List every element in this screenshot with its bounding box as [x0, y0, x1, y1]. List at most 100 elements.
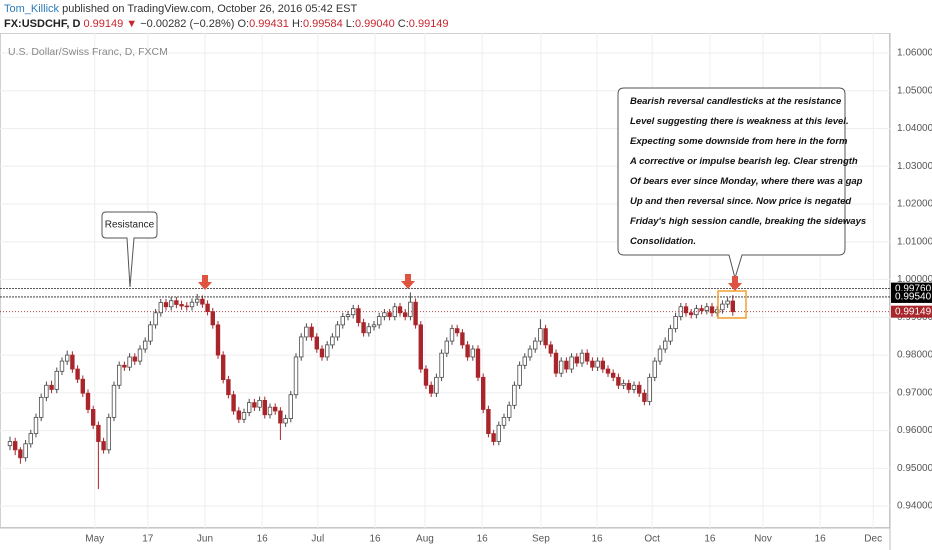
x-tick-label: May: [85, 534, 104, 545]
candle-body: [236, 410, 241, 420]
candle-body: [600, 360, 605, 370]
x-tick-label: Nov: [754, 534, 772, 545]
arrow: [198, 275, 212, 290]
candle-body: [673, 316, 678, 330]
candle-body: [558, 360, 564, 374]
x-tick-label: 16: [477, 534, 489, 545]
highlight-box: [717, 290, 747, 319]
candle-body: [127, 356, 132, 368]
candle-body: [720, 303, 725, 311]
candle-body: [715, 309, 720, 314]
callout-box: [101, 211, 158, 288]
candle-body: [174, 300, 179, 305]
candle-body: [418, 324, 423, 370]
candle-body: [90, 409, 96, 426]
candle-body: [12, 441, 18, 451]
candle-body: [283, 418, 288, 424]
y-tick-label: 0.97000: [897, 387, 932, 398]
candle-body: [678, 306, 683, 317]
candle-body: [496, 424, 501, 442]
last-price-label: 0.99149: [895, 306, 932, 317]
header: Tom_Killick published on TradingView.com…: [0, 0, 932, 33]
candle-body: [382, 312, 387, 317]
candle-body: [506, 404, 512, 418]
x-tick-label: 16: [257, 534, 269, 545]
candle-body: [683, 306, 689, 314]
candle-body: [595, 360, 600, 368]
candle-body: [38, 396, 44, 418]
analysis-line: A corrective or impulse bearish leg. Cle…: [629, 156, 858, 167]
x-tick-label: Sep: [532, 534, 550, 545]
close: 0.99149: [408, 18, 449, 30]
candle-body: [7, 441, 13, 447]
candle-body: [668, 328, 673, 342]
candle-body: [642, 392, 647, 402]
analysis-callout: Bearish reversal candlesticks at the res…: [617, 87, 866, 280]
low-label: L:: [345, 18, 355, 30]
signal-arrows: [198, 274, 742, 291]
candle-body: [402, 312, 408, 317]
candle-body: [356, 308, 361, 323]
candle-body: [657, 348, 663, 362]
candle-body: [413, 301, 418, 326]
candle-body: [605, 368, 611, 374]
candle-body: [688, 312, 694, 316]
candle-body: [33, 416, 39, 435]
candle-body: [345, 314, 351, 317]
x-tick-label: 16: [815, 534, 827, 545]
candle-body: [298, 336, 304, 358]
candle-body: [194, 298, 200, 303]
last-price-tag: [891, 305, 932, 318]
candle-body: [163, 302, 169, 308]
y-tick-label: 1.05000: [897, 85, 932, 96]
candle-body: [148, 324, 153, 342]
candle-body: [168, 300, 174, 308]
candle-body: [532, 340, 538, 350]
candle-body: [480, 376, 486, 410]
candle-body: [387, 312, 392, 317]
candle-body: [309, 326, 314, 338]
y-tick-label: 0.94000: [897, 501, 932, 512]
quote-line: FX:USDCHF, D 0.99149 ▼ −0.00282 (−0.28%)…: [4, 18, 449, 30]
symbol: FX:USDCHF, D: [4, 18, 81, 30]
candle-body: [158, 302, 163, 314]
candle-body: [636, 384, 642, 394]
x-tick-label: 16: [592, 534, 604, 545]
candle-body: [330, 336, 335, 346]
candle-body: [226, 379, 231, 396]
level-tag: [891, 290, 932, 303]
callout-box: [617, 87, 846, 280]
candle-body: [428, 384, 434, 394]
analysis-line: Bearish reversal candlesticks at the res…: [630, 96, 842, 107]
author[interactable]: Tom_Killick: [4, 3, 60, 15]
candle-body: [444, 340, 449, 354]
candle-body: [116, 364, 122, 386]
x-tick-label: Dec: [864, 534, 882, 545]
candle-body: [335, 324, 340, 338]
candle-body: [371, 324, 377, 328]
candle-body: [288, 394, 293, 419]
candle-body: [475, 348, 481, 378]
candle-body: [465, 344, 470, 358]
candle-body: [652, 360, 657, 378]
candle-body: [324, 344, 330, 358]
candle-body: [246, 402, 252, 413]
candle-body: [725, 300, 730, 305]
candle-body: [569, 356, 574, 370]
arrow: [401, 274, 415, 289]
y-tick-label: 1.04000: [897, 123, 932, 134]
candle-body: [449, 328, 455, 342]
open: 0.99431: [249, 18, 289, 30]
analysis-line: Level suggesting there is weakness at th…: [630, 116, 849, 127]
candle-body: [267, 406, 273, 416]
candle-body: [730, 300, 736, 313]
y-tick-label: 0.98000: [897, 350, 932, 361]
candle-body: [153, 312, 158, 326]
candle-body: [647, 376, 652, 402]
levels: [0, 288, 890, 313]
candle-body: [304, 326, 309, 338]
y-tick-label: 0.96000: [897, 425, 932, 436]
candle-body: [486, 409, 491, 435]
candle-body: [220, 354, 226, 381]
